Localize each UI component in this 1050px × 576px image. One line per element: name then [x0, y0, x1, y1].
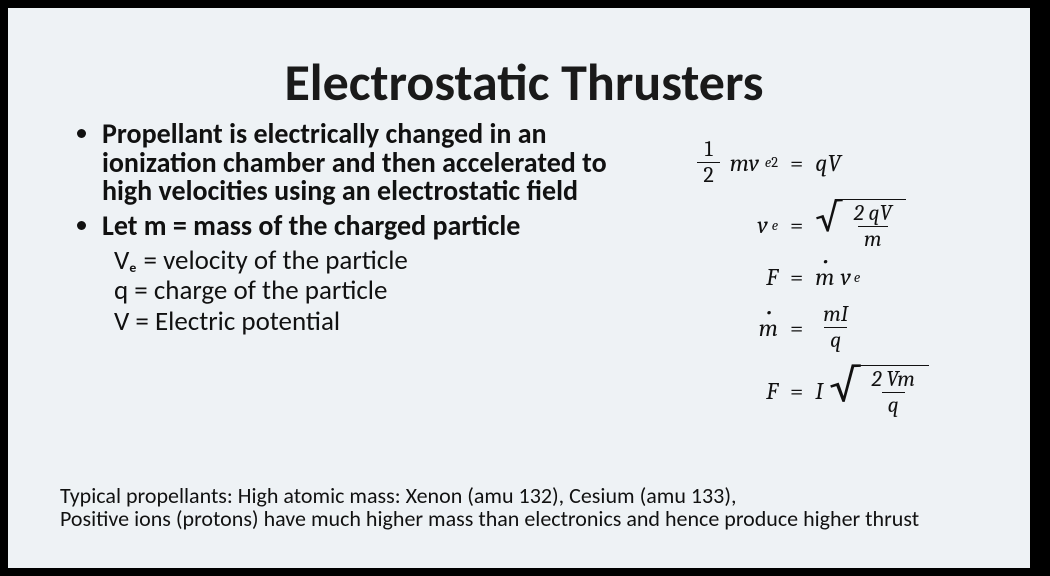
def-q: q = charge of the particle	[114, 276, 630, 306]
def-V: V = Electric potential	[114, 307, 630, 337]
footer-text: Typical propellants: High atomic mass: X…	[60, 484, 988, 530]
footer-line-2: Positive ions (protons) have much higher…	[60, 507, 988, 530]
eq3-v: v	[841, 263, 851, 291]
eq1-num: 1	[701, 138, 717, 162]
bullet-1: Propellant is electrically changed in an…	[102, 120, 630, 206]
eq2-v: v	[757, 211, 767, 239]
eq4-num: mI	[819, 303, 852, 327]
eq4-den: q	[824, 327, 847, 352]
definitions-block: Vₑ = velocity of the particle q = charge…	[114, 246, 630, 337]
eq3-F: F	[766, 263, 778, 291]
equation-4: m = mI q	[688, 303, 978, 352]
bullet-list: Propellant is electrically changed in an…	[70, 120, 630, 240]
equations-block: 1 2 mv e 2 = qV v e = √	[688, 138, 978, 429]
slide: Electrostatic Thrusters Propellant is el…	[8, 8, 1040, 568]
eq5-I: I	[815, 377, 823, 405]
equation-5: F = I √ 2 Vm q	[688, 365, 978, 417]
eq2-den: m	[858, 226, 888, 251]
eq1-rhs: qV	[815, 149, 841, 177]
footer-line-1: Typical propellants: High atomic mass: X…	[60, 484, 988, 507]
eq3-mdot: m	[815, 263, 834, 291]
slide-title: Electrostatic Thrusters	[8, 50, 1040, 114]
eq2-sub: e	[772, 217, 778, 234]
eq1-den: 2	[697, 162, 719, 187]
eq5-den: q	[882, 392, 905, 417]
eq2-num: 2 qV	[850, 202, 896, 226]
eq1-sup: 2	[771, 154, 778, 171]
eq5-F: F	[766, 377, 778, 405]
equation-3: F = m v e	[688, 263, 978, 291]
bullet-2: Let m = mass of the charged particle	[102, 212, 630, 241]
eq5-num: 2 Vm	[867, 368, 919, 392]
def-ve: Vₑ = velocity of the particle	[114, 246, 630, 276]
eq4-mdot: m	[759, 314, 778, 342]
equation-2: v e = √ 2 qV m	[688, 199, 978, 251]
eq1-mv: mv	[730, 149, 759, 177]
body-left-column: Propellant is electrically changed in an…	[70, 120, 630, 337]
equation-1: 1 2 mv e 2 = qV	[688, 138, 978, 187]
eq3-sub: e	[854, 269, 860, 286]
right-black-bar	[1030, 0, 1050, 576]
